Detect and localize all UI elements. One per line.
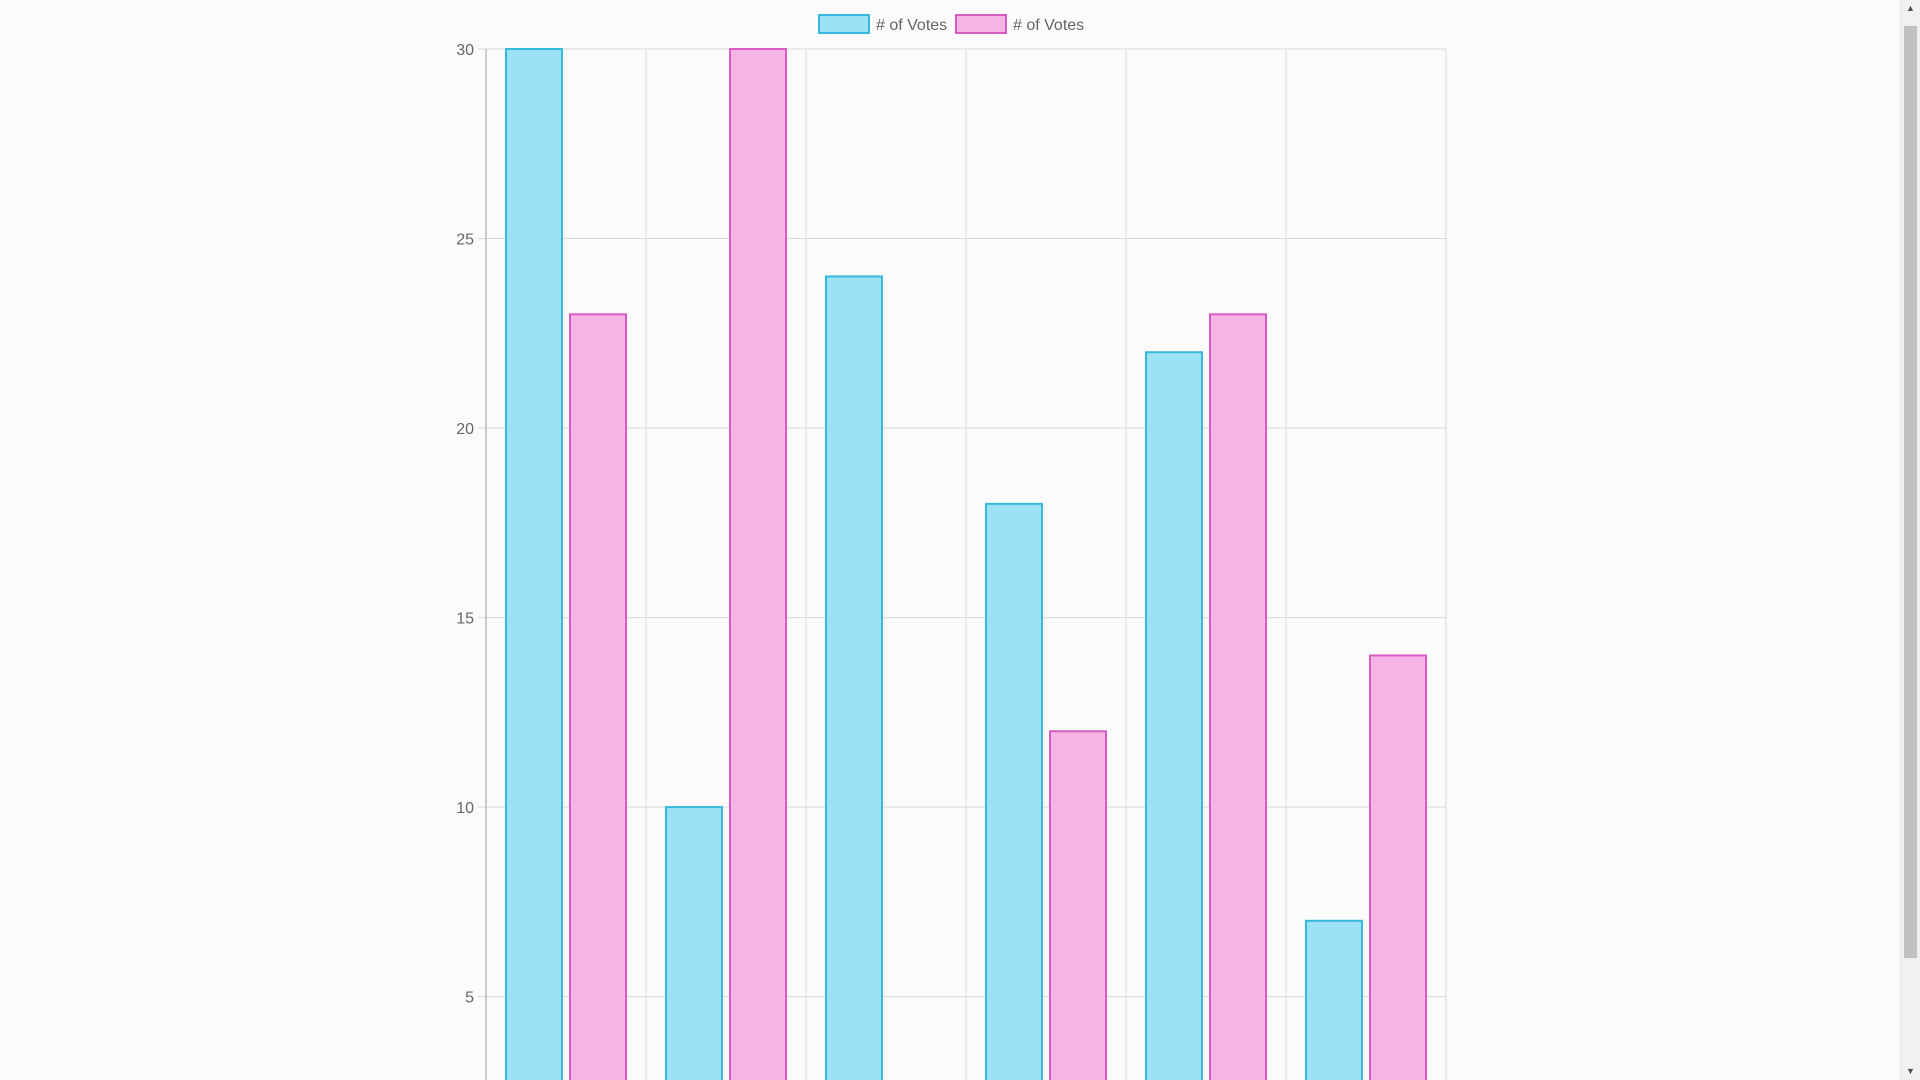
y-tick-label: 20 [456,421,474,438]
bar-series-2 [729,48,787,1080]
bar-series-2 [1369,654,1427,1080]
vertical-scrollbar[interactable]: ▲ ▼ [1900,0,1920,1080]
bar-series-1 [665,806,723,1080]
y-tick-label: 15 [456,611,474,628]
legend-swatch [955,14,1007,34]
bar-series-2 [569,313,627,1080]
legend-swatch [818,14,870,34]
legend-label: # of Votes [876,17,947,34]
scroll-down-arrow-icon[interactable]: ▼ [1906,1066,1915,1076]
bar-series-1 [1305,919,1363,1080]
legend-item-series-2[interactable]: # of Votes [955,14,1084,34]
bar-series-1 [505,48,563,1080]
grid-lines [478,48,1447,1080]
legend-label: # of Votes [1013,17,1084,34]
legend[interactable]: # of Votes # of Votes [818,14,1084,34]
y-tick-label: 25 [456,232,474,249]
y-tick-label: 30 [456,42,474,59]
scrollbar-thumb[interactable] [1904,26,1917,958]
bars [505,48,1427,1080]
y-tick-label: 5 [465,990,474,1007]
bar-series-2 [1049,730,1107,1080]
legend-item-series-1[interactable]: # of Votes [818,14,947,34]
scroll-up-arrow-icon[interactable]: ▲ [1906,3,1915,13]
bar-series-1 [1145,351,1203,1080]
axes: 5 10 15 20 25 30 [456,42,487,1080]
bar-series-1 [825,275,883,1080]
bar-series-1 [985,502,1043,1080]
y-tick-label: 10 [456,800,474,817]
bar-series-2 [1209,313,1267,1080]
